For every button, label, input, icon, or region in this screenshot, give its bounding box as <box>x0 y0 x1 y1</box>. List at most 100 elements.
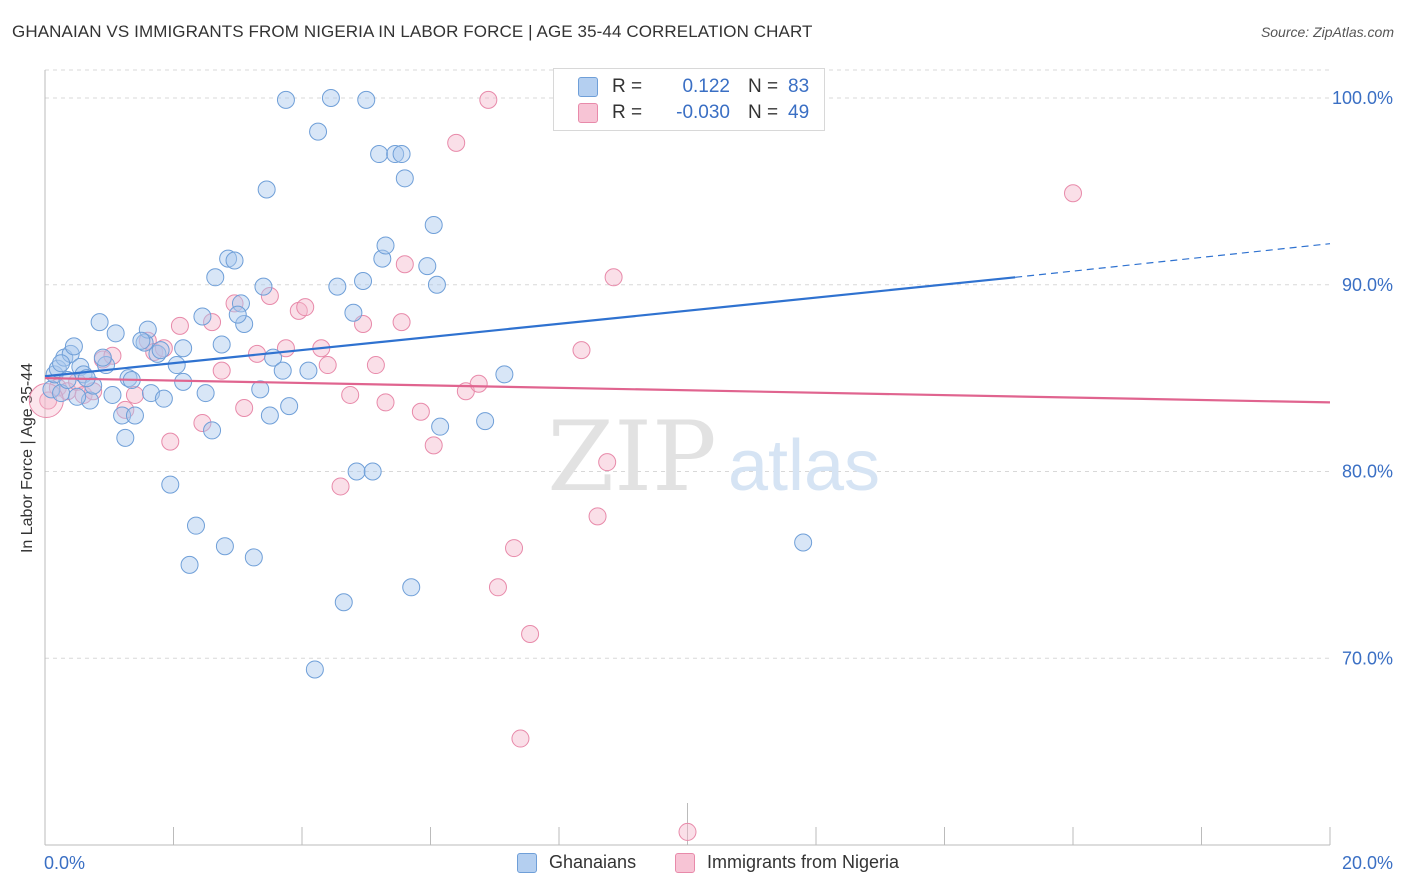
point-ghanaian <box>251 380 270 399</box>
point-nigeria <box>193 413 212 432</box>
point-nigeria <box>392 313 411 332</box>
point-ghanaian <box>154 389 173 408</box>
tick-labels: 100.0% 90.0% 80.0% 70.0% 0.0% 20.0% <box>44 88 1393 873</box>
point-ghanaian <box>347 462 366 481</box>
point-ghanaian <box>321 89 340 108</box>
point-ghanaian <box>225 251 244 270</box>
point-nigeria <box>598 453 617 472</box>
point-ghanaian <box>476 412 495 431</box>
chart-title: GHANAIAN VS IMMIGRANTS FROM NIGERIA IN L… <box>12 22 813 41</box>
legend-n-label: N = <box>748 76 779 97</box>
point-ghanaian <box>357 90 376 109</box>
point-ghanaian <box>280 397 299 416</box>
point-ghanaian <box>309 122 328 141</box>
legend-n-value: 83 <box>788 76 810 97</box>
point-ghanaian <box>276 90 295 109</box>
point-nigeria-large <box>28 383 64 419</box>
point-nigeria <box>604 268 623 287</box>
point-ghanaian <box>427 275 446 294</box>
x-ticks <box>44 803 1331 845</box>
point-nigeria <box>235 399 254 418</box>
point-ghanaian <box>64 337 83 356</box>
point-ghanaian <box>52 354 71 373</box>
point-ghanaian <box>244 548 263 567</box>
point-nigeria <box>479 90 498 109</box>
point-ghanaian <box>424 216 443 234</box>
point-nigeria <box>366 356 385 375</box>
point-ghanaian <box>334 593 353 612</box>
legend-n-label: N = <box>748 102 779 123</box>
bottom-legend-swatch-pink <box>675 852 695 873</box>
point-nigeria <box>1064 184 1082 203</box>
point-ghanaian <box>235 314 254 333</box>
point-nigeria <box>84 382 103 401</box>
point-nigeria <box>395 255 414 274</box>
point-ghanaian <box>228 305 247 324</box>
point-ghanaian <box>328 277 347 296</box>
legend-r-value: 0.122 <box>682 76 730 97</box>
bottom-legend-swatch-blue <box>517 852 537 873</box>
point-ghanaian <box>180 555 199 574</box>
point-nigeria <box>447 133 466 152</box>
y-tick-label: 80.0% <box>1342 462 1393 482</box>
series-nigeria-points <box>28 90 1082 841</box>
y-tick-label: 100.0% <box>1332 88 1393 108</box>
point-nigeria <box>296 298 315 317</box>
trendline-ghanaians-extension <box>1015 243 1331 278</box>
point-ghanaian <box>257 180 276 199</box>
bottom-legend-ghanaians[interactable]: Ghanaians <box>517 852 636 873</box>
legend-n-value: 49 <box>788 102 810 123</box>
point-nigeria <box>505 539 524 558</box>
point-ghanaian <box>103 385 122 404</box>
trendline-ghanaians <box>44 276 1016 378</box>
gridlines <box>45 69 1330 659</box>
legend-r-label: R = <box>612 102 643 123</box>
point-ghanaian <box>203 421 222 440</box>
point-ghanaian <box>386 145 405 164</box>
point-ghanaian <box>305 660 324 679</box>
point-nigeria <box>145 342 164 361</box>
point-ghanaian <box>299 361 318 380</box>
point-nigeria <box>469 374 488 393</box>
point-ghanaian <box>93 348 112 367</box>
point-nigeria <box>203 313 222 332</box>
point-nigeria <box>424 436 443 455</box>
legend-row-nigeria: R = -0.030 N = 49 <box>578 101 809 125</box>
point-ghanaian <box>392 145 411 164</box>
point-nigeria <box>341 385 360 404</box>
point-nigeria <box>125 385 144 404</box>
point-nigeria <box>225 294 244 313</box>
point-ghanaian <box>186 516 205 535</box>
series-ghanaians-points <box>42 89 813 679</box>
point-ghanaian <box>376 236 395 255</box>
point-nigeria <box>411 402 430 421</box>
point-nigeria <box>212 361 231 380</box>
point-ghanaian <box>58 371 77 389</box>
point-nigeria <box>376 393 395 412</box>
point-ghanaian <box>151 341 170 360</box>
point-ghanaian <box>42 380 61 399</box>
chart-source: Source: ZipAtlas.com <box>1260 24 1394 40</box>
point-ghanaian <box>116 428 135 447</box>
point-ghanaian <box>370 145 389 164</box>
x-tick-label: 0.0% <box>44 853 85 873</box>
legend-row-ghanaians: R = 0.122 N = 83 <box>578 75 809 99</box>
point-ghanaian <box>132 331 151 350</box>
point-ghanaian <box>273 361 292 380</box>
point-nigeria <box>331 477 350 496</box>
trendlines <box>44 243 1331 404</box>
point-nigeria <box>488 578 507 597</box>
watermark-zip: ZIP <box>547 401 716 513</box>
point-ghanaian <box>402 578 421 597</box>
point-ghanaian <box>206 268 225 287</box>
x-tick-label: 20.0% <box>1342 853 1393 873</box>
point-nigeria <box>678 822 697 841</box>
point-ghanaian <box>794 533 813 552</box>
point-ghanaian <box>174 339 193 358</box>
watermark-atlas: atlas <box>728 426 880 506</box>
bottom-legend-nigeria[interactable]: Immigrants from Nigeria <box>675 852 899 873</box>
point-nigeria <box>318 356 337 375</box>
bottom-legend-label-nigeria: Immigrants from Nigeria <box>707 852 900 872</box>
stats-legend: R = 0.122 N = 83 R = -0.030 N = 49 <box>553 68 825 131</box>
